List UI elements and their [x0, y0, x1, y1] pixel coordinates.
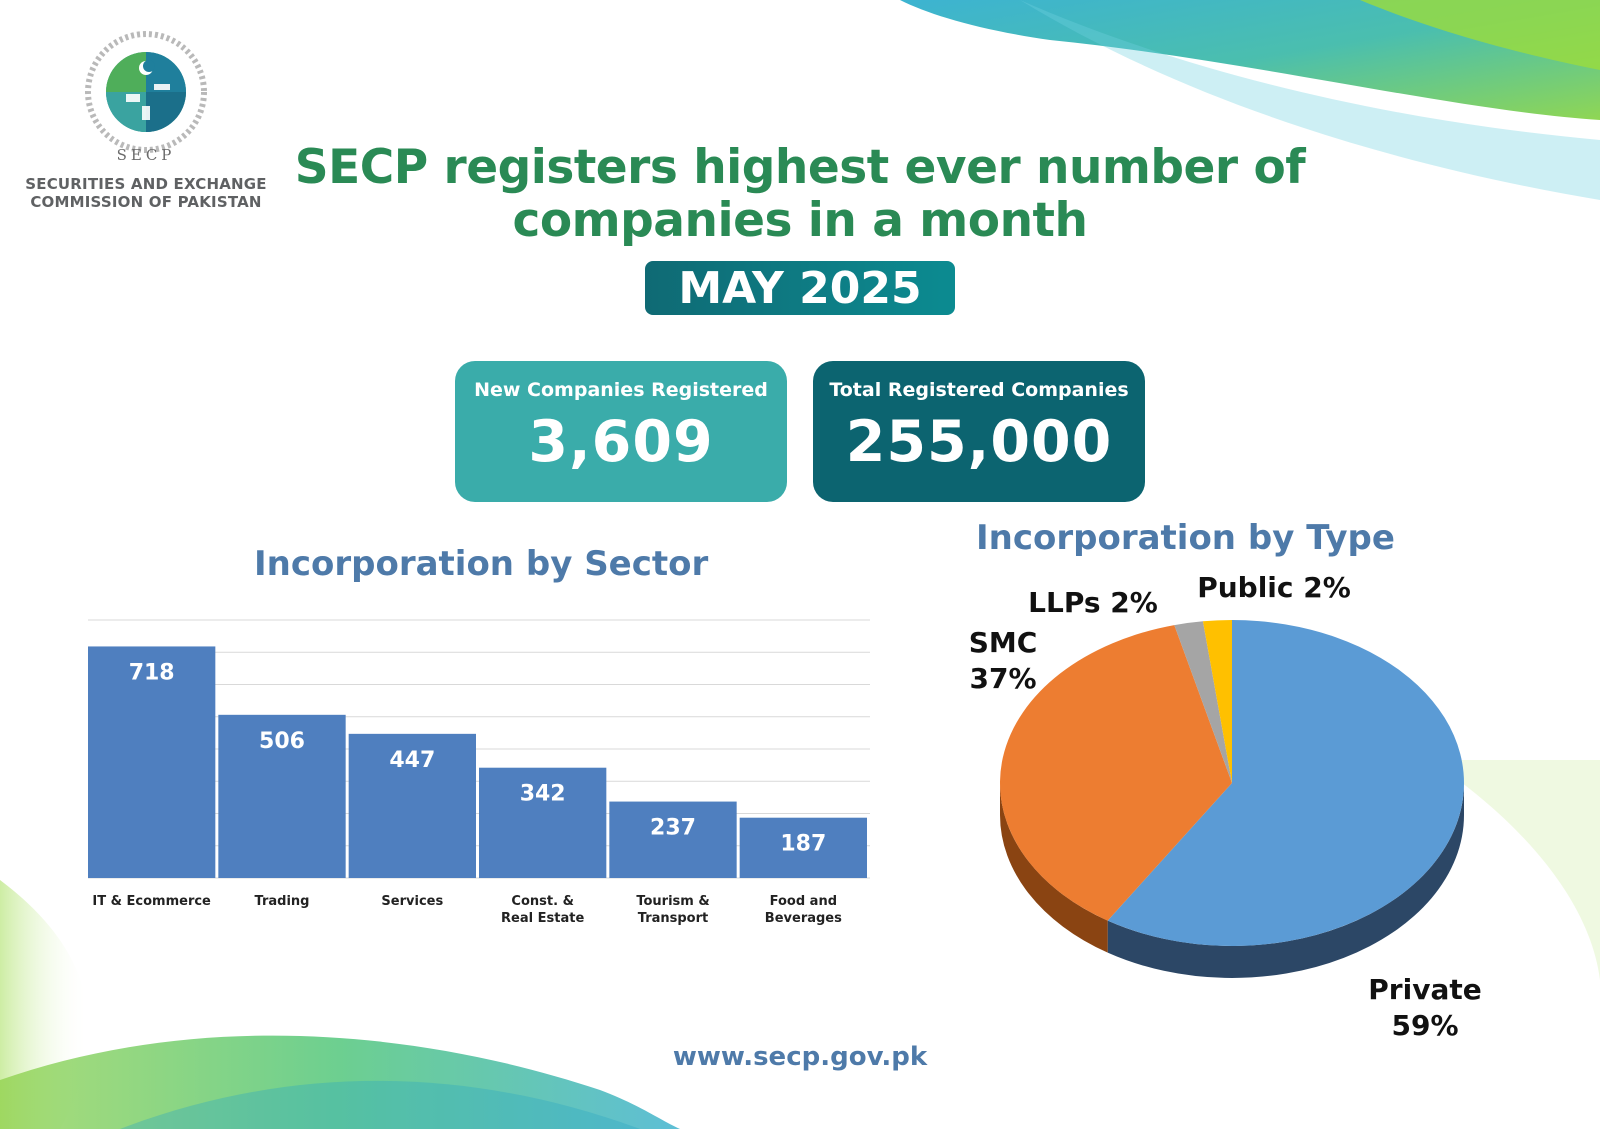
period-badge: MAY 2025: [645, 261, 955, 315]
secp-logo-emblem: [85, 31, 207, 153]
pie-data-label: 59%: [1391, 1009, 1458, 1042]
stat-card-total-companies: Total Registered Companies 255,000: [813, 361, 1145, 502]
type-chart-title: Incorporation by Type: [976, 518, 1395, 558]
bar: [739, 817, 867, 878]
bar-data-label: 187: [780, 832, 826, 857]
category-tick-label: Trading: [255, 894, 310, 909]
pie-data-label: 37%: [969, 662, 1036, 695]
bar: [479, 767, 607, 878]
category-tick-label: Tourism &: [636, 894, 709, 909]
logo-abbreviation: SECP: [116, 146, 176, 164]
headline-line-2: companies in a month: [512, 193, 1088, 248]
pie-data-label: Private: [1368, 973, 1481, 1006]
sector-bar-chart: 718 IT & Ecommerce 506 Trading 447 Services 34…: [88, 619, 870, 926]
bar-data-label: 718: [129, 660, 175, 685]
pie-slice-private: [1107, 620, 1464, 946]
pie-slice-public: [1202, 620, 1232, 783]
category-tick-label: Const. &: [511, 894, 573, 909]
pie-data-label: SMC: [969, 626, 1038, 659]
stat-value-total-companies: 255,000: [845, 409, 1113, 475]
bar-data-label: 447: [389, 748, 435, 773]
category-tick-label: IT & Ecommerce: [92, 894, 211, 909]
bar-data-label: 237: [650, 816, 696, 841]
stat-label-total-companies: Total Registered Companies: [829, 379, 1129, 401]
stat-value-new-companies: 3,609: [528, 409, 714, 475]
bar: [348, 733, 476, 878]
bar-data-label: 506: [259, 729, 305, 754]
stat-label-new-companies: New Companies Registered: [474, 379, 768, 401]
sector-chart-title: Incorporation by Sector: [254, 544, 709, 584]
bar: [218, 714, 346, 878]
bar-data-label: 342: [520, 782, 566, 807]
footer-website: www.secp.gov.pk: [672, 1042, 928, 1072]
category-tick-label: Services: [381, 894, 443, 909]
pie-data-label: Public 2%: [1197, 575, 1351, 604]
category-tick-label: Food and: [770, 894, 837, 909]
stat-card-new-companies: New Companies Registered 3,609: [455, 361, 787, 502]
bar: [88, 646, 216, 878]
organization-name-line-2: COMMISSION OF PAKISTAN: [30, 193, 262, 211]
pie-slice-llps: [1174, 621, 1232, 783]
category-tick-label: Transport: [638, 911, 708, 926]
headline-line-1: SECP registers highest ever number of: [294, 140, 1306, 195]
pie-slice-side: [1000, 783, 1108, 953]
organization-name-line-1: SECURITIES AND EXCHANGE: [25, 175, 267, 193]
pie-slice-side: [1107, 783, 1464, 978]
pie-data-label: LLPs 2%: [1028, 586, 1158, 619]
category-tick-label: Real Estate: [501, 911, 584, 926]
bar: [609, 801, 737, 878]
pie-slice-smc: [1000, 625, 1232, 921]
category-tick-label: Beverages: [765, 911, 842, 926]
